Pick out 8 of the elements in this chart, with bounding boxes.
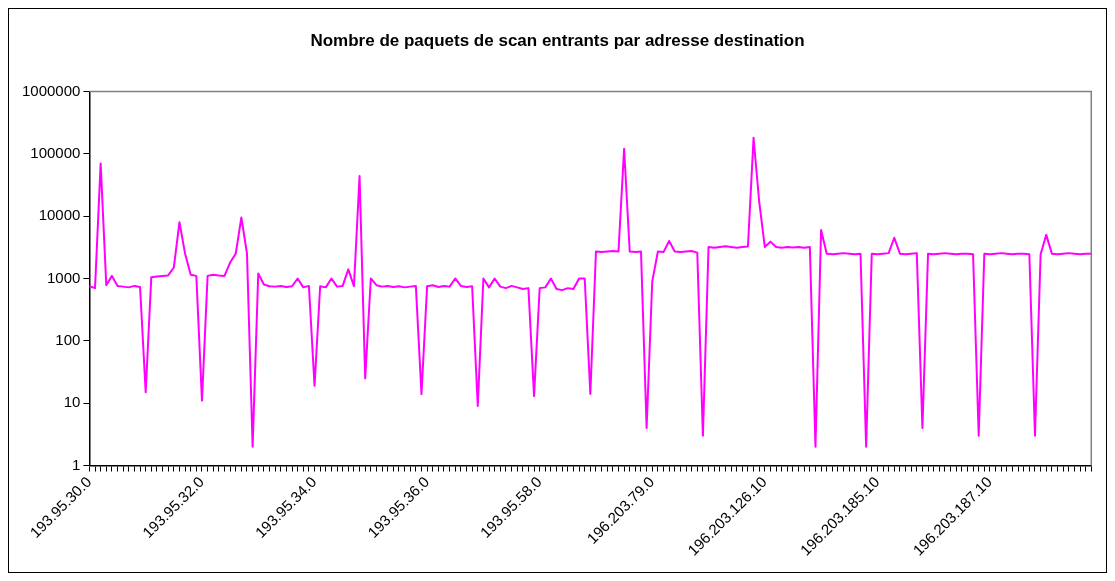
y-tick-label: 100	[55, 330, 81, 348]
y-tick-label: 100000	[30, 143, 81, 161]
y-tick-label: 1000	[47, 268, 81, 286]
y-tick-label: 1	[72, 455, 81, 473]
chart-title: Nombre de paquets de scan entrants par adresse destination	[310, 30, 805, 50]
y-tick-label: 1000000	[21, 81, 81, 99]
y-tick-label: 10000	[38, 206, 81, 224]
y-tick-label: 10	[63, 393, 81, 411]
